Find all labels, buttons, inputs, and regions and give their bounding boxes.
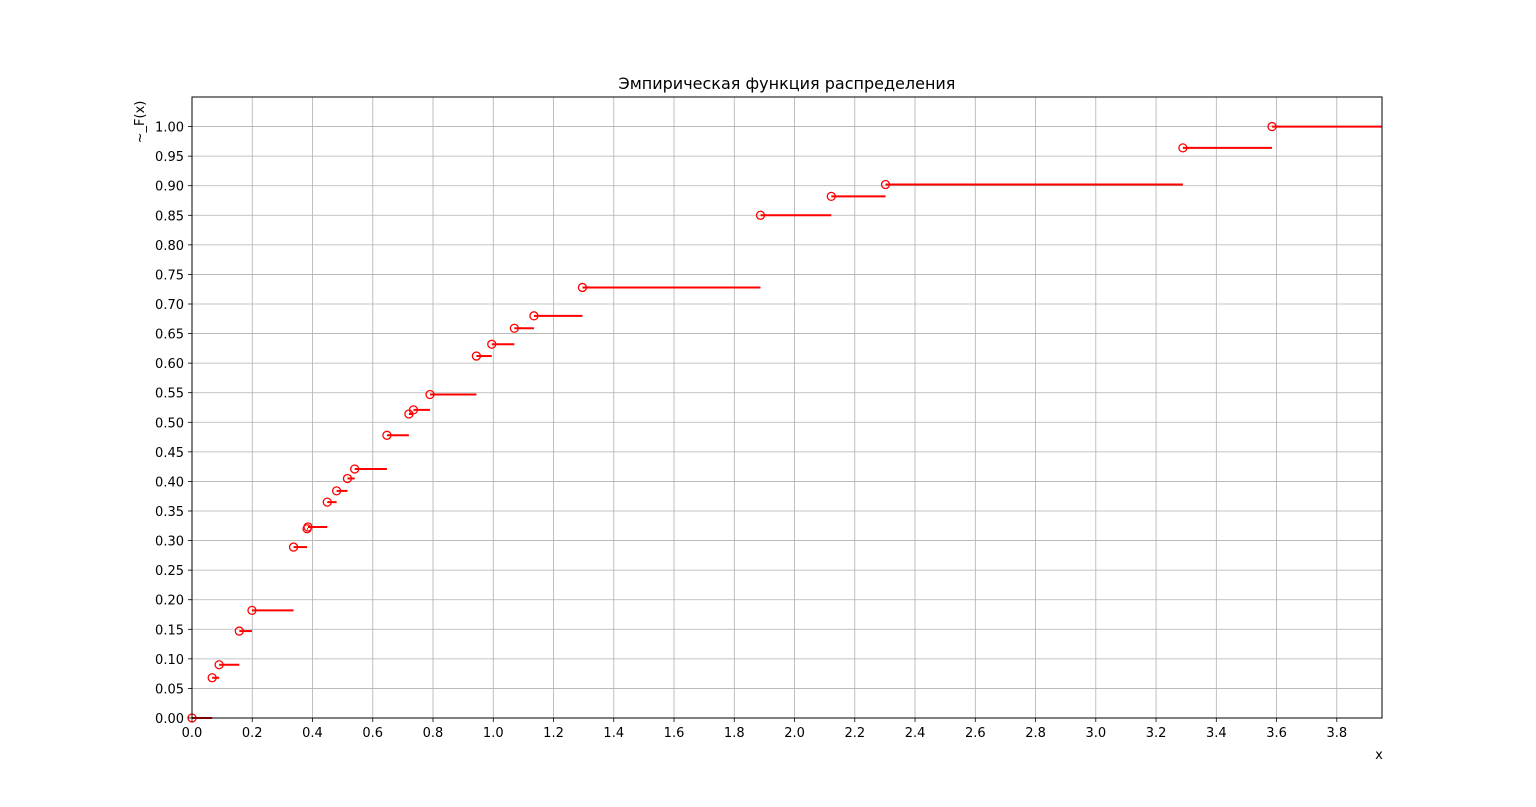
step-point-marker	[529, 311, 539, 321]
step-point-marker	[880, 179, 891, 190]
y-tick-label: 0.15	[155, 623, 184, 638]
y-tick-label: 0.25	[155, 564, 184, 579]
x-tick-label: 1.4	[603, 726, 624, 741]
x-tick-label: 2.8	[1025, 726, 1046, 741]
x-tick-label: 1.6	[664, 726, 685, 741]
y-tick-label: 0.00	[155, 712, 184, 727]
y-tick-label: 0.30	[155, 535, 184, 550]
step-point-marker	[322, 497, 332, 507]
x-tick-label: 3.2	[1146, 726, 1167, 741]
step-point-marker	[331, 486, 342, 496]
x-tick-label: 2.4	[905, 726, 926, 741]
step-point-marker	[288, 542, 299, 552]
x-tick-label: 1.8	[724, 726, 745, 741]
x-tick-label: 0.4	[302, 726, 323, 741]
step-point-marker	[1267, 121, 1277, 132]
x-tick-label: 3.6	[1266, 726, 1287, 741]
x-tick-label: 3.4	[1206, 726, 1227, 741]
y-tick-label: 0.75	[155, 268, 184, 283]
x-tick-label: 2.6	[965, 726, 986, 741]
x-tick-label: 0.0	[182, 726, 203, 741]
step-point-marker	[350, 464, 360, 474]
y-tick-label: 1.00	[155, 121, 184, 136]
y-tick-label: 0.50	[155, 416, 184, 431]
x-tick-label: 3.0	[1085, 726, 1106, 741]
x-tick-label: 3.8	[1326, 726, 1347, 741]
plot-frame	[191, 96, 1383, 719]
step-point-marker	[509, 323, 520, 333]
x-tick-label: 0.8	[423, 726, 444, 741]
step-point-marker	[487, 339, 497, 349]
y-tick-label: 0.95	[155, 150, 184, 165]
y-tick-label: 0.10	[155, 653, 184, 668]
step-point-marker	[303, 522, 313, 532]
y-tick-label: 0.40	[155, 475, 184, 490]
x-axis-label: x	[1375, 748, 1383, 763]
step-point-marker	[1178, 143, 1188, 153]
y-tick-label: 0.55	[155, 387, 184, 402]
x-axis: 0.0 0.2 0.4 0.6 0.8 1.0 1.2 1.4 1.6 1.8 2.0 2.2 2.4 2…	[182, 718, 1347, 741]
step-point-marker	[247, 605, 257, 616]
step-point-marker	[382, 430, 392, 440]
y-tick-label: 0.90	[155, 180, 184, 195]
step-series	[187, 121, 1382, 723]
x-tick-label: 2.0	[784, 726, 805, 741]
step-point-marker	[826, 191, 836, 202]
y-tick-label: 0.85	[155, 209, 184, 224]
step-point-marker	[207, 673, 217, 683]
y-tick-label: 0.80	[155, 239, 184, 254]
y-tick-label: 0.20	[155, 594, 184, 609]
y-tick-label: 0.05	[155, 682, 184, 697]
y-tick-label: 0.45	[155, 446, 184, 461]
x-tick-label: 2.2	[844, 726, 865, 741]
x-tick-label: 1.0	[483, 726, 504, 741]
y-tick-label: 0.60	[155, 357, 184, 372]
y-tick-label: 0.35	[155, 505, 184, 520]
step-point-marker	[755, 210, 766, 220]
step-point-marker	[234, 626, 244, 636]
y-axis-label: ~_F(x)	[133, 101, 148, 144]
step-point-marker	[471, 351, 482, 361]
step-point-marker	[577, 282, 588, 293]
y-axis: 0.00 0.05 0.10 0.15 0.20 0.25 0.30 0.35 0.40 0.45…	[155, 121, 192, 727]
step-point-marker	[408, 405, 419, 415]
chart-title: Эмпирическая функция распределения	[619, 74, 956, 93]
step-point-marker	[425, 389, 435, 400]
y-tick-label: 0.70	[155, 298, 184, 313]
step-point-marker	[214, 660, 224, 670]
x-tick-label: 1.2	[543, 726, 564, 741]
x-tick-label: 0.6	[362, 726, 383, 741]
y-tick-label: 0.65	[155, 328, 184, 343]
step-point-marker	[342, 473, 353, 484]
x-tick-label: 0.2	[242, 726, 263, 741]
grid	[191, 97, 1382, 719]
